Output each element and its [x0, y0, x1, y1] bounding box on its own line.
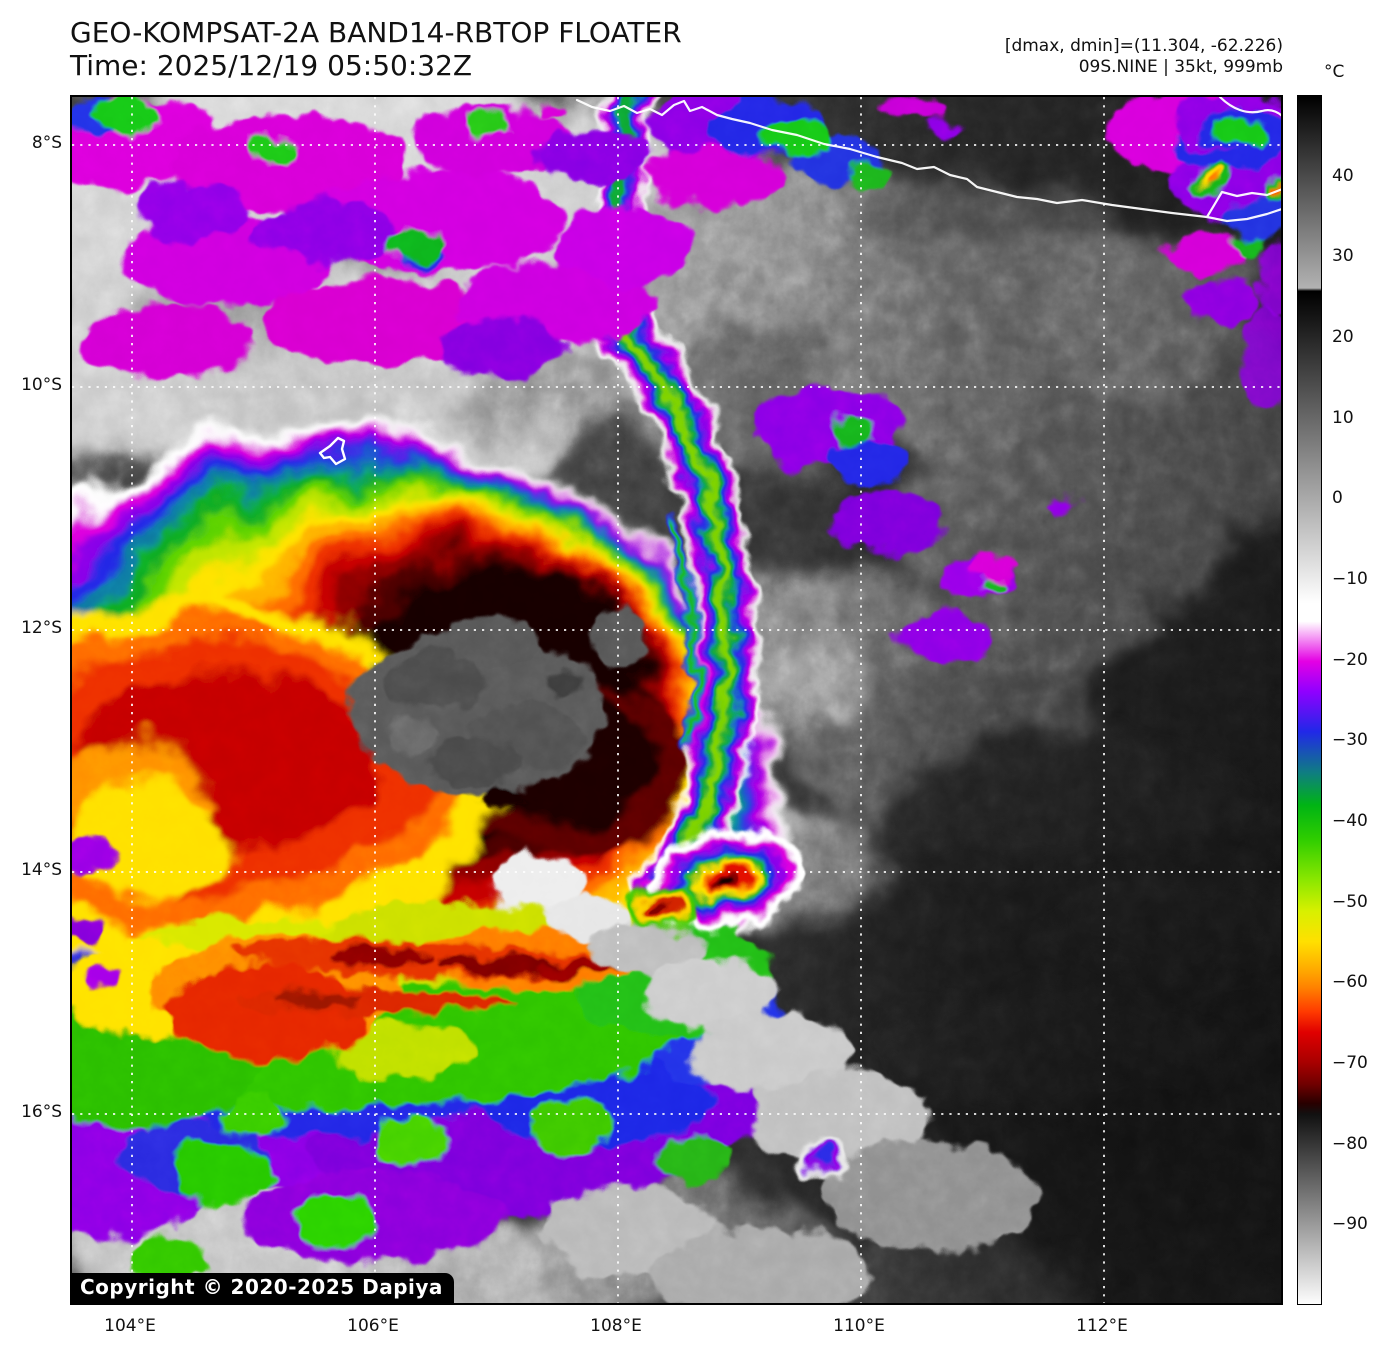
lon-tick-label: 104°E: [104, 1316, 156, 1336]
colorbar-tick-label: 40: [1332, 165, 1354, 186]
page-title: GEO-KOMPSAT-2A BAND14-RBTOP FLOATER: [70, 16, 682, 49]
colorbar: [1297, 95, 1322, 1305]
colorbar-tick-label: −20: [1332, 649, 1368, 670]
coastline: [575, 97, 1281, 223]
colorbar-tick-label: −80: [1332, 1133, 1368, 1154]
lon-tick-label: 108°E: [590, 1316, 642, 1336]
colorbar-tick-label: 20: [1332, 327, 1354, 347]
colorbar-tick-label: −50: [1332, 891, 1368, 912]
colorbar-tick-label: −10: [1332, 569, 1368, 589]
colorbar-unit-label: °C: [1324, 62, 1345, 82]
colorbar-tick-label: −30: [1332, 730, 1368, 751]
lon-tick-label: 110°E: [833, 1316, 885, 1336]
colorbar-tick-label: 0: [1332, 488, 1343, 509]
lat-tick-label: 8°S: [31, 133, 62, 153]
satellite-map: Copyright © 2020-2025 Dapiya: [70, 95, 1283, 1305]
lat-tick-label: 12°S: [21, 618, 62, 638]
lat-tick-label: 14°S: [21, 860, 62, 880]
annotation-block: [dmax, dmin]=(11.304, -62.226) 09S.NINE …: [1005, 36, 1283, 78]
lat-tick-label: 10°S: [21, 375, 62, 395]
storm-intensity-readout: 09S.NINE | 35kt, 999mb: [1078, 57, 1283, 77]
title-block: GEO-KOMPSAT-2A BAND14-RBTOP FLOATER Time…: [70, 16, 682, 82]
lon-tick-label: 106°E: [347, 1316, 399, 1336]
dmax-dmin-readout: [dmax, dmin]=(11.304, -62.226): [1004, 36, 1283, 56]
timestamp: Time: 2025/12/19 05:50:32Z: [70, 49, 473, 82]
colorbar-tick-label: −40: [1332, 811, 1368, 831]
colorbar-tick-label: 30: [1332, 246, 1354, 267]
colorbar-tick-label: 10: [1332, 407, 1354, 428]
colorbar-tick-label: −60: [1332, 972, 1368, 993]
copyright-badge: Copyright © 2020-2025 Dapiya: [72, 1273, 454, 1303]
colorbar-tick-label: −70: [1332, 1053, 1368, 1073]
image-grain-texture: [72, 97, 1281, 1303]
storm-center-marker: [318, 436, 347, 466]
lon-tick-label: 112°E: [1076, 1316, 1128, 1336]
satellite-image: [72, 97, 1281, 1303]
colorbar-tick-label: −90: [1332, 1214, 1368, 1235]
lat-tick-label: 16°S: [21, 1102, 62, 1122]
